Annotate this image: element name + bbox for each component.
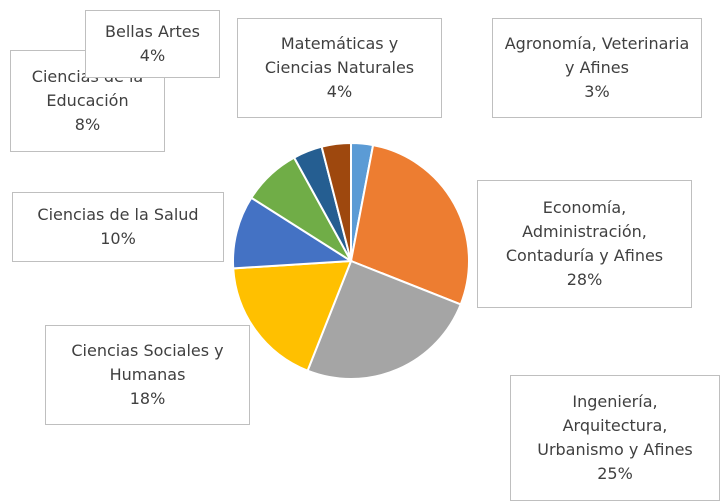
pie-slice [349,143,470,306]
category-label: Matemáticas y Ciencias Naturales [264,34,415,77]
category-label: Ingeniería, Arquitectura, Urbanismo y Af… [537,392,693,459]
value-label: 18% [129,389,166,408]
value-label: 10% [100,229,136,248]
pie-slice [306,259,463,380]
category-label: Bellas Artes [105,22,200,41]
category-label: Agronomía, Veterinaria y Afines [504,34,690,77]
category-label: Economía, Administración, Contaduría y A… [505,198,664,265]
value-label: 4% [139,46,166,65]
data-label: Ciencias de la Salud 10% [12,192,224,262]
category-label: Ciencias Sociales y Humanas [71,341,224,384]
data-label: Economía, Administración, Contaduría y A… [477,180,692,308]
pie-slice [232,259,353,373]
data-label: Matemáticas y Ciencias Naturales 4% [237,18,442,118]
value-label: 28% [566,270,603,289]
value-label: 3% [584,82,610,101]
category-label: Ciencias de la Salud [37,205,199,224]
data-label: Bellas Artes 4% [85,10,220,78]
pie-slice [232,196,355,270]
value-label: 25% [597,464,633,483]
value-label: 4% [326,82,353,101]
data-label: Agronomía, Veterinaria y Afines 3% [492,18,702,118]
pie-slice [320,141,352,262]
data-label: Ingeniería, Arquitectura, Urbanismo y Af… [510,375,720,501]
data-label: Ciencias Sociales y Humanas 18% [45,325,250,425]
value-label: 8% [74,115,101,134]
